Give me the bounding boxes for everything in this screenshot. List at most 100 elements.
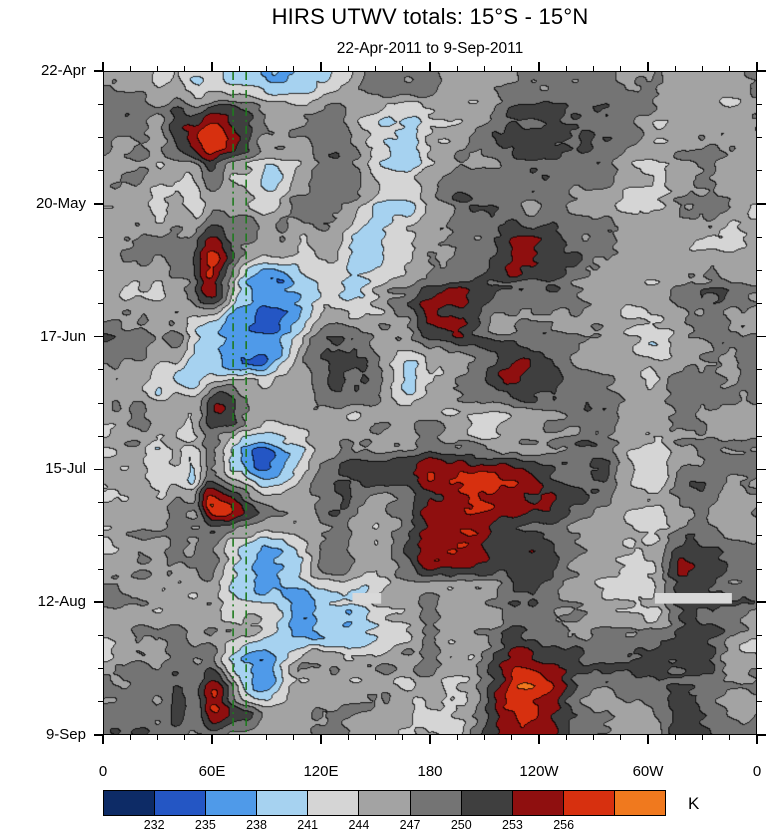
x-minor-tick	[674, 735, 676, 740]
x-minor-tick	[375, 735, 376, 740]
x-minor-tick	[484, 735, 485, 740]
y-major-tick	[94, 335, 103, 338]
y-tick-label: 20-May	[35, 194, 86, 212]
colorbar-tick-label: 232	[143, 818, 165, 832]
x-major-tick	[102, 62, 104, 71]
colorbar-cell	[257, 791, 309, 815]
y-minor-tick	[757, 369, 762, 371]
y-major-tick	[94, 601, 103, 603]
y-minor-tick	[757, 136, 762, 138]
y-minor-tick	[757, 535, 762, 537]
x-minor-tick	[593, 735, 594, 740]
colorbar-cell	[410, 791, 462, 815]
x-major-tick	[320, 735, 322, 744]
x-major-tick	[102, 735, 104, 744]
colorbar-tick-label: 235	[194, 818, 216, 832]
y-major-tick	[94, 70, 103, 72]
y-major-tick	[757, 601, 766, 603]
x-tick-label: 120W	[519, 763, 559, 780]
colorbar-tick-label: 244	[348, 818, 370, 832]
annotation-overlay	[232, 72, 732, 734]
y-minor-tick	[757, 269, 762, 271]
y-major-tick	[757, 468, 766, 471]
colorbar-cell	[104, 791, 156, 815]
heatmap-canvas	[104, 72, 756, 734]
x-minor-tick	[157, 735, 158, 740]
x-minor-tick	[402, 735, 404, 740]
y-tick-label: 9-Sep	[45, 726, 86, 743]
colorbar-units-label: K	[688, 794, 700, 813]
y-minor-tick	[757, 236, 762, 238]
x-major-tick	[647, 735, 649, 744]
colorbar-cell	[563, 791, 615, 815]
colorbar-tick-label: 247	[399, 818, 421, 832]
chart-subtitle: 22-Apr-2011 to 9-Sep-2011	[336, 40, 524, 57]
x-major-tick	[429, 735, 431, 744]
y-major-tick	[757, 70, 766, 72]
y-minor-tick	[757, 668, 762, 670]
y-tick-label: 17-Jun	[40, 327, 86, 345]
x-minor-tick	[565, 735, 567, 740]
x-tick-label: 60E	[198, 763, 226, 780]
y-minor-tick	[757, 402, 762, 404]
x-major-tick	[538, 62, 540, 71]
y-minor-tick	[757, 502, 762, 504]
y-minor-tick	[757, 634, 762, 636]
data-gap-bar	[654, 593, 732, 604]
x-minor-tick	[456, 735, 458, 740]
colorbar-cell	[614, 791, 666, 815]
colorbar-cell	[512, 791, 564, 815]
colorbar	[103, 790, 666, 816]
colorbar-tick-label: 241	[297, 818, 319, 832]
y-minor-tick	[757, 435, 762, 437]
x-major-tick	[429, 62, 431, 71]
x-minor-tick	[266, 735, 267, 740]
colorbar-tick-label: 256	[553, 818, 575, 832]
plot-area	[103, 71, 757, 735]
colorbar-tick-label: 238	[246, 818, 267, 832]
x-minor-tick	[184, 735, 186, 740]
y-major-tick	[757, 203, 766, 205]
x-major-tick	[647, 62, 649, 71]
x-tick-label: 0	[98, 763, 108, 780]
x-minor-tick	[511, 735, 513, 740]
x-minor-tick	[238, 735, 240, 740]
y-minor-tick	[757, 302, 762, 304]
x-minor-tick	[347, 735, 349, 740]
colorbar-tick-label: 253	[502, 818, 523, 832]
x-major-tick	[211, 735, 213, 744]
y-major-tick	[94, 468, 103, 471]
colorbar-tick-label: 250	[450, 818, 472, 832]
y-major-tick	[94, 734, 103, 736]
x-minor-tick	[129, 735, 131, 740]
x-tick-label: 0	[752, 763, 762, 780]
x-major-tick	[538, 735, 540, 744]
x-major-tick	[756, 62, 758, 71]
y-minor-tick	[757, 103, 762, 105]
x-tick-label: 60W	[632, 763, 664, 780]
x-major-tick	[211, 62, 213, 71]
y-major-tick	[94, 203, 103, 205]
y-tick-label: 22-Apr	[40, 62, 86, 79]
y-tick-label: 15-Jul	[45, 460, 86, 478]
data-gap-bar	[352, 593, 382, 604]
colorbar-cell	[206, 791, 258, 815]
colorbar-cell	[461, 791, 513, 815]
x-tick-label: 180	[417, 763, 443, 780]
chart-title: HIRS UTWV totals: 15°S - 15°N	[271, 4, 589, 29]
y-minor-tick	[757, 170, 762, 172]
x-tick-label: 120E	[303, 763, 339, 780]
y-minor-tick	[757, 701, 762, 703]
colorbar-cell	[359, 791, 411, 815]
y-minor-tick	[757, 568, 762, 570]
x-minor-tick	[702, 735, 703, 740]
y-major-tick	[757, 335, 766, 338]
colorbar-cell	[308, 791, 360, 815]
x-major-tick	[756, 735, 758, 744]
x-minor-tick	[293, 735, 295, 740]
y-tick-label: 12-Aug	[37, 593, 86, 611]
colorbar-cell	[155, 791, 207, 815]
x-major-tick	[320, 62, 322, 71]
y-major-tick	[757, 734, 766, 736]
